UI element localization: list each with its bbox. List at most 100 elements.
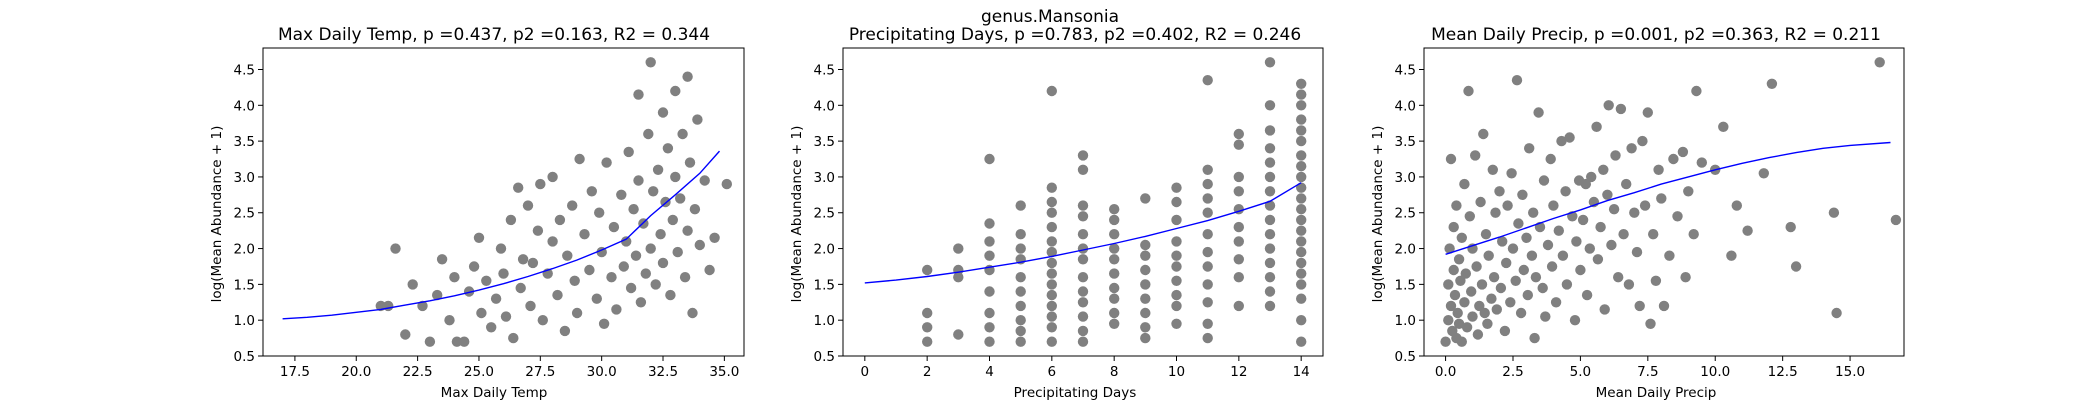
data-point xyxy=(1874,57,1885,68)
data-point xyxy=(922,322,933,333)
data-point xyxy=(1233,139,1245,150)
data-point xyxy=(1171,196,1182,208)
y-tick-label: 4.5 xyxy=(234,62,255,78)
data-point xyxy=(1610,150,1621,161)
data-point xyxy=(1569,315,1581,326)
data-point xyxy=(1499,325,1511,337)
data-point xyxy=(608,221,620,233)
data-point xyxy=(495,243,507,254)
data-point xyxy=(1046,279,1058,290)
data-point xyxy=(1584,243,1596,254)
data-point xyxy=(1264,186,1276,197)
data-point xyxy=(1615,103,1627,115)
y-tick-label: 1.0 xyxy=(814,313,835,329)
x-axis-label: Mean Daily Precip xyxy=(1596,385,1717,400)
figure-suptitle: genus.Mansonia xyxy=(981,7,1119,27)
data-point xyxy=(1613,272,1624,283)
data-point xyxy=(652,164,664,175)
data-point xyxy=(1171,182,1182,193)
data-point xyxy=(417,300,428,312)
data-point xyxy=(667,214,678,226)
x-tick-label: 35.0 xyxy=(709,364,739,380)
x-tick-label: 2.5 xyxy=(1502,364,1523,380)
data-point xyxy=(537,315,548,326)
y-tick-label: 3.0 xyxy=(814,170,835,186)
data-point xyxy=(1171,214,1182,226)
data-point xyxy=(1521,232,1532,243)
x-tick-label: 25.0 xyxy=(464,364,494,380)
data-point xyxy=(657,107,669,118)
data-point xyxy=(1580,178,1592,190)
data-point xyxy=(1264,125,1276,136)
data-point xyxy=(1202,75,1213,86)
data-point xyxy=(1015,200,1026,211)
data-point xyxy=(1472,329,1484,340)
data-point xyxy=(527,257,539,269)
data-point xyxy=(1440,336,1451,347)
y-tick-label: 1.0 xyxy=(1395,313,1416,329)
x-tick-label: 22.5 xyxy=(403,364,433,380)
data-point xyxy=(694,239,705,251)
data-point xyxy=(922,307,933,319)
data-point xyxy=(1526,250,1538,261)
y-tick-label: 0.5 xyxy=(814,349,835,365)
data-point xyxy=(1656,193,1667,204)
data-point xyxy=(721,178,732,190)
data-point xyxy=(1233,221,1245,233)
data-point xyxy=(1456,336,1468,347)
y-tick-label: 4.5 xyxy=(814,62,835,78)
data-point xyxy=(505,214,517,226)
data-point xyxy=(1202,297,1213,308)
data-point xyxy=(1109,214,1120,226)
data-point xyxy=(562,250,573,261)
data-point xyxy=(1545,153,1556,165)
data-point xyxy=(579,229,590,240)
data-point xyxy=(621,236,632,247)
y-tick-label: 4.0 xyxy=(1395,98,1416,114)
data-point xyxy=(1618,229,1629,240)
data-point xyxy=(1109,293,1120,304)
data-point xyxy=(1453,254,1465,265)
data-point xyxy=(1629,207,1640,218)
data-point xyxy=(1264,143,1276,154)
data-point xyxy=(1726,250,1737,261)
data-point xyxy=(1171,275,1182,286)
data-point xyxy=(1766,78,1778,90)
data-point xyxy=(432,289,443,301)
x-axis-label: Max Daily Temp xyxy=(441,385,548,400)
data-point xyxy=(498,268,509,279)
data-point xyxy=(1524,143,1535,154)
data-point xyxy=(1598,164,1609,175)
data-point xyxy=(1296,125,1307,136)
data-point xyxy=(709,232,720,243)
data-point xyxy=(1296,182,1307,193)
data-point xyxy=(665,289,676,301)
data-point xyxy=(1502,200,1513,211)
data-point xyxy=(1046,196,1058,208)
data-point xyxy=(390,243,401,254)
data-point xyxy=(953,272,964,283)
fit-curve xyxy=(1445,141,1891,255)
x-tick-label: 4 xyxy=(985,364,994,380)
data-point xyxy=(1233,254,1245,265)
data-point xyxy=(1140,279,1151,290)
y-tick-label: 4.0 xyxy=(814,98,835,114)
plot-title: Mean Daily Precip, p =0.001, p2 =0.363, … xyxy=(1431,25,1881,45)
y-tick-label: 3.5 xyxy=(1395,134,1416,150)
data-point xyxy=(1553,225,1565,236)
data-point xyxy=(984,218,995,229)
data-point xyxy=(1140,307,1151,319)
data-point xyxy=(1486,293,1497,304)
data-point xyxy=(1575,264,1586,276)
data-point xyxy=(535,178,546,190)
data-point xyxy=(1637,135,1648,147)
data-point xyxy=(1490,207,1501,218)
data-point xyxy=(1506,168,1517,179)
data-point xyxy=(1046,221,1058,233)
data-point xyxy=(1171,289,1182,301)
x-tick-label: 30.0 xyxy=(587,364,617,380)
data-point xyxy=(1202,178,1213,190)
data-point xyxy=(463,286,475,297)
data-point xyxy=(1540,311,1551,322)
y-axis-label: log(Mean Abundance + 1) xyxy=(209,126,225,303)
